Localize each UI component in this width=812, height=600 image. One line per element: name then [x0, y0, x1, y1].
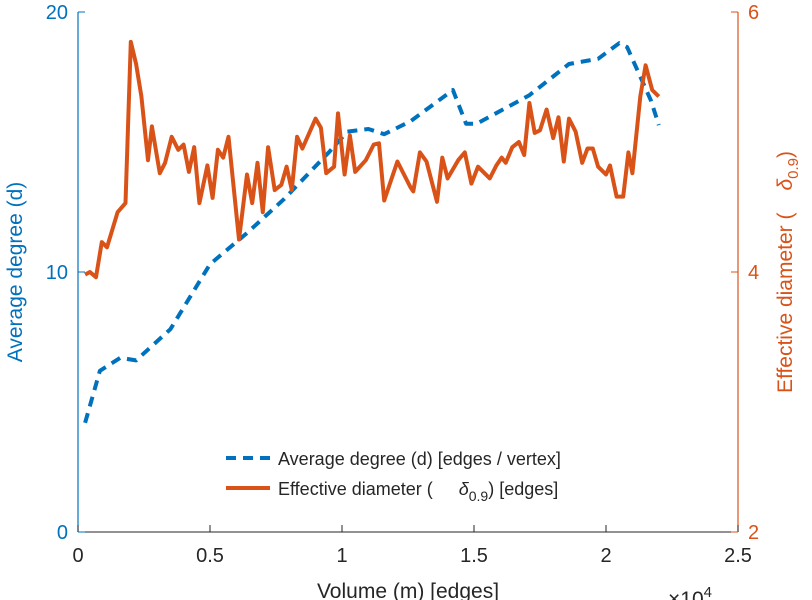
x-tick-label: 0	[72, 545, 83, 567]
right-y-tick-label: 6	[748, 2, 759, 24]
legend-label-post: ) [edges]	[488, 479, 558, 499]
legend-label-pre: Effective diameter (	[278, 479, 433, 499]
right-y-tick-label: 4	[748, 262, 759, 284]
x-tick-label: 1	[336, 545, 347, 567]
legend-label-sub: 0.9	[469, 488, 489, 504]
right-y-tick-label: 2	[748, 522, 759, 544]
x-multiplier-base: ×10	[668, 588, 704, 600]
left-y-tick-label: 20	[46, 2, 68, 24]
left-y-tick-label: 0	[57, 522, 68, 544]
right-label-sub: 0.9	[785, 158, 802, 179]
x-tick-label: 1.5	[460, 545, 488, 567]
legend: Average degree (d) [edges / vertex] Effe…	[226, 449, 561, 504]
x-axis-multiplier: ×104	[668, 584, 712, 600]
x-multiplier-exponent: 4	[704, 584, 712, 600]
x-tick-label: 2.5	[724, 545, 752, 567]
x-tick-label: 0.5	[196, 545, 224, 567]
right-label-end: )	[774, 151, 797, 158]
right-label-delta: δ	[774, 179, 797, 191]
legend-label-effective-diameter: Effective diameter ( δ0.9) [edges]	[278, 479, 558, 504]
left-y-tick-label: 10	[46, 262, 68, 284]
series-effective-diameter-line	[84, 39, 661, 280]
left-y-axis-label: Average degree (d)	[4, 182, 27, 363]
right-y-axis-label: Effective diameter ( δ0.9)	[774, 151, 802, 393]
legend-label-average-degree: Average degree (d) [edges / vertex]	[278, 449, 561, 469]
x-tick-label: 2	[600, 545, 611, 567]
plot-lines	[83, 39, 661, 424]
legend-label-delta: δ	[459, 479, 470, 499]
series-average-degree-line	[83, 41, 661, 424]
x-axis-label: Volume (m) [edges]	[317, 580, 499, 600]
right-label-text: Effective diameter (	[774, 213, 797, 394]
